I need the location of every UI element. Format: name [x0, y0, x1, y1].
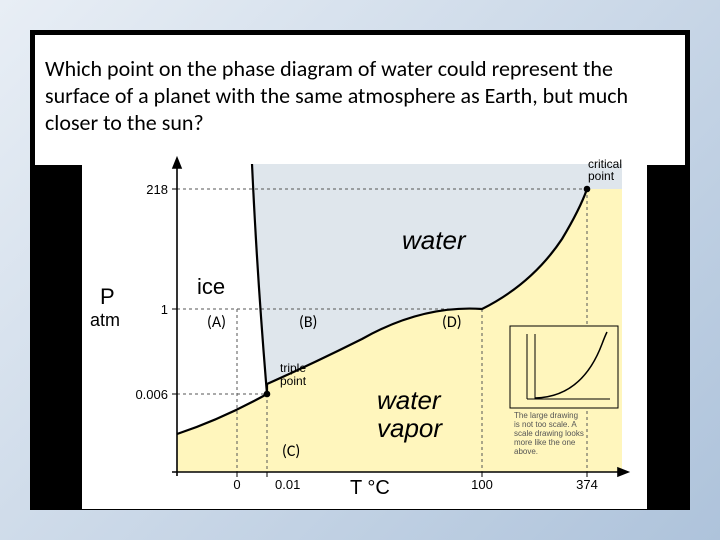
phase-diagram-svg: 218 1 0.006 0 0.01 100 374 P atm T °C ic…	[82, 154, 647, 509]
inset-cap-5: above.	[514, 447, 538, 456]
option-b[interactable]: (B)	[299, 313, 317, 332]
vapor-label-1: water	[377, 385, 442, 415]
question-text: Which point on the phase diagram of wate…	[45, 56, 675, 136]
option-d[interactable]: (D)	[442, 313, 462, 332]
water-label: water	[402, 225, 467, 255]
xtick-0: 0	[233, 477, 240, 492]
critical-point	[584, 186, 591, 193]
critical-pt-l2: point	[588, 169, 615, 183]
ylabel-p: P	[100, 284, 115, 309]
ytick-218: 218	[146, 182, 168, 197]
xtick-001: 0.01	[275, 477, 300, 492]
triple-pt-l2: point	[280, 374, 307, 388]
ytick-0006: 0.006	[135, 387, 168, 402]
xtick-374: 374	[576, 477, 598, 492]
xlabel: T °C	[350, 477, 390, 499]
inset-cap-1: The large drawing	[514, 411, 578, 420]
vapor-label-2: vapor	[377, 413, 443, 443]
ice-label: ice	[197, 274, 225, 299]
triple-pt-l1: triple	[280, 361, 306, 375]
ytick-1: 1	[161, 302, 168, 317]
inset-cap-2: is not too scale. A	[514, 420, 577, 429]
triple-point	[264, 391, 271, 398]
phase-diagram: 218 1 0.006 0 0.01 100 374 P atm T °C ic…	[82, 154, 647, 509]
xtick-100: 100	[471, 477, 493, 492]
inset-cap-3: scale drawing looks	[514, 429, 584, 438]
option-c[interactable]: (C)	[282, 442, 300, 461]
ylabel-atm: atm	[90, 310, 120, 330]
slide: Which point on the phase diagram of wate…	[0, 0, 720, 540]
inset-cap-4: more like the one	[514, 438, 576, 447]
option-a[interactable]: (A)	[207, 313, 226, 332]
